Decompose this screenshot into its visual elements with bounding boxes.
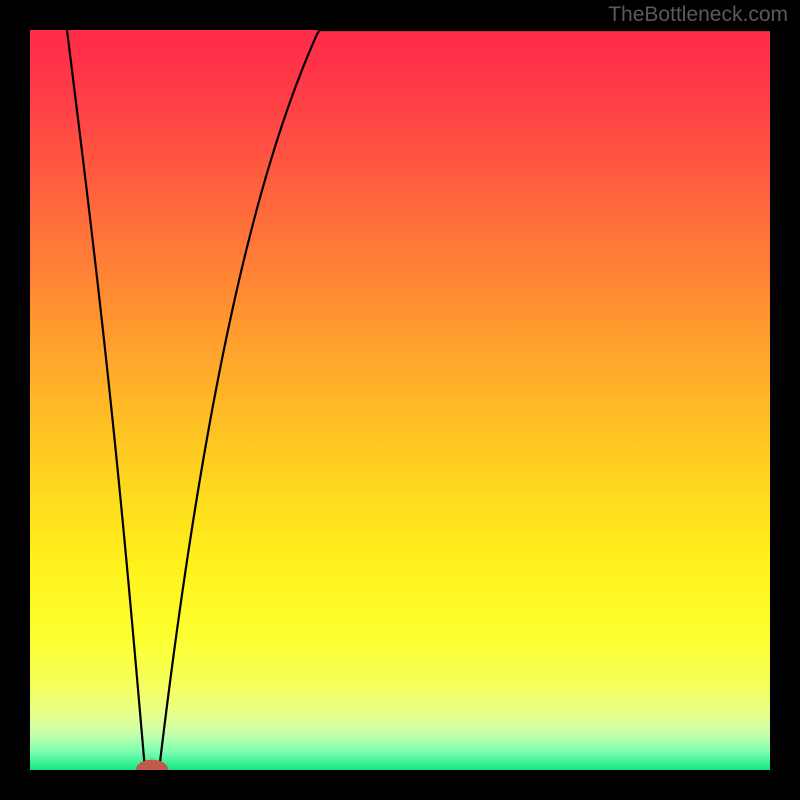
- bottleneck-chart: [0, 0, 800, 800]
- watermark-text: TheBottleneck.com: [608, 0, 788, 30]
- figure-stage: TheBottleneck.com: [0, 0, 800, 800]
- plot-background: [30, 30, 770, 770]
